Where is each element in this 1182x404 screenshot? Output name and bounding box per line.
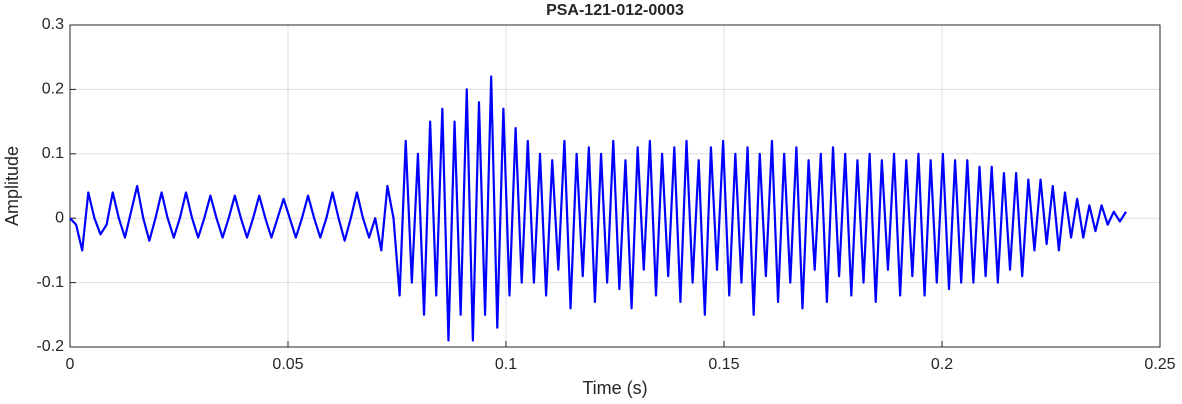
data-line xyxy=(69,75,1127,342)
x-axis-label: Time (s) xyxy=(582,378,647,398)
y-tick-label: 0.2 xyxy=(42,81,64,98)
y-tick-label: 0 xyxy=(55,209,64,226)
y-axis-label: Amplitude xyxy=(2,146,22,226)
chart-title: PSA-121-012-0003 xyxy=(546,2,684,19)
y-tick-label: 0.3 xyxy=(42,16,64,33)
x-tick-label: 0 xyxy=(66,356,75,373)
x-tick-label: 0.25 xyxy=(1144,356,1175,373)
y-tick-label: -0.2 xyxy=(36,338,64,355)
plot-frame xyxy=(69,24,1161,348)
y-tick-label: 0.1 xyxy=(42,145,64,162)
x-tick-label: 0.1 xyxy=(495,356,517,373)
y-tick-label: -0.1 xyxy=(36,274,64,291)
x-tick-label: 0.2 xyxy=(931,356,953,373)
x-tick-label: 0.05 xyxy=(272,356,303,373)
x-tick-label: 0.15 xyxy=(708,356,739,373)
